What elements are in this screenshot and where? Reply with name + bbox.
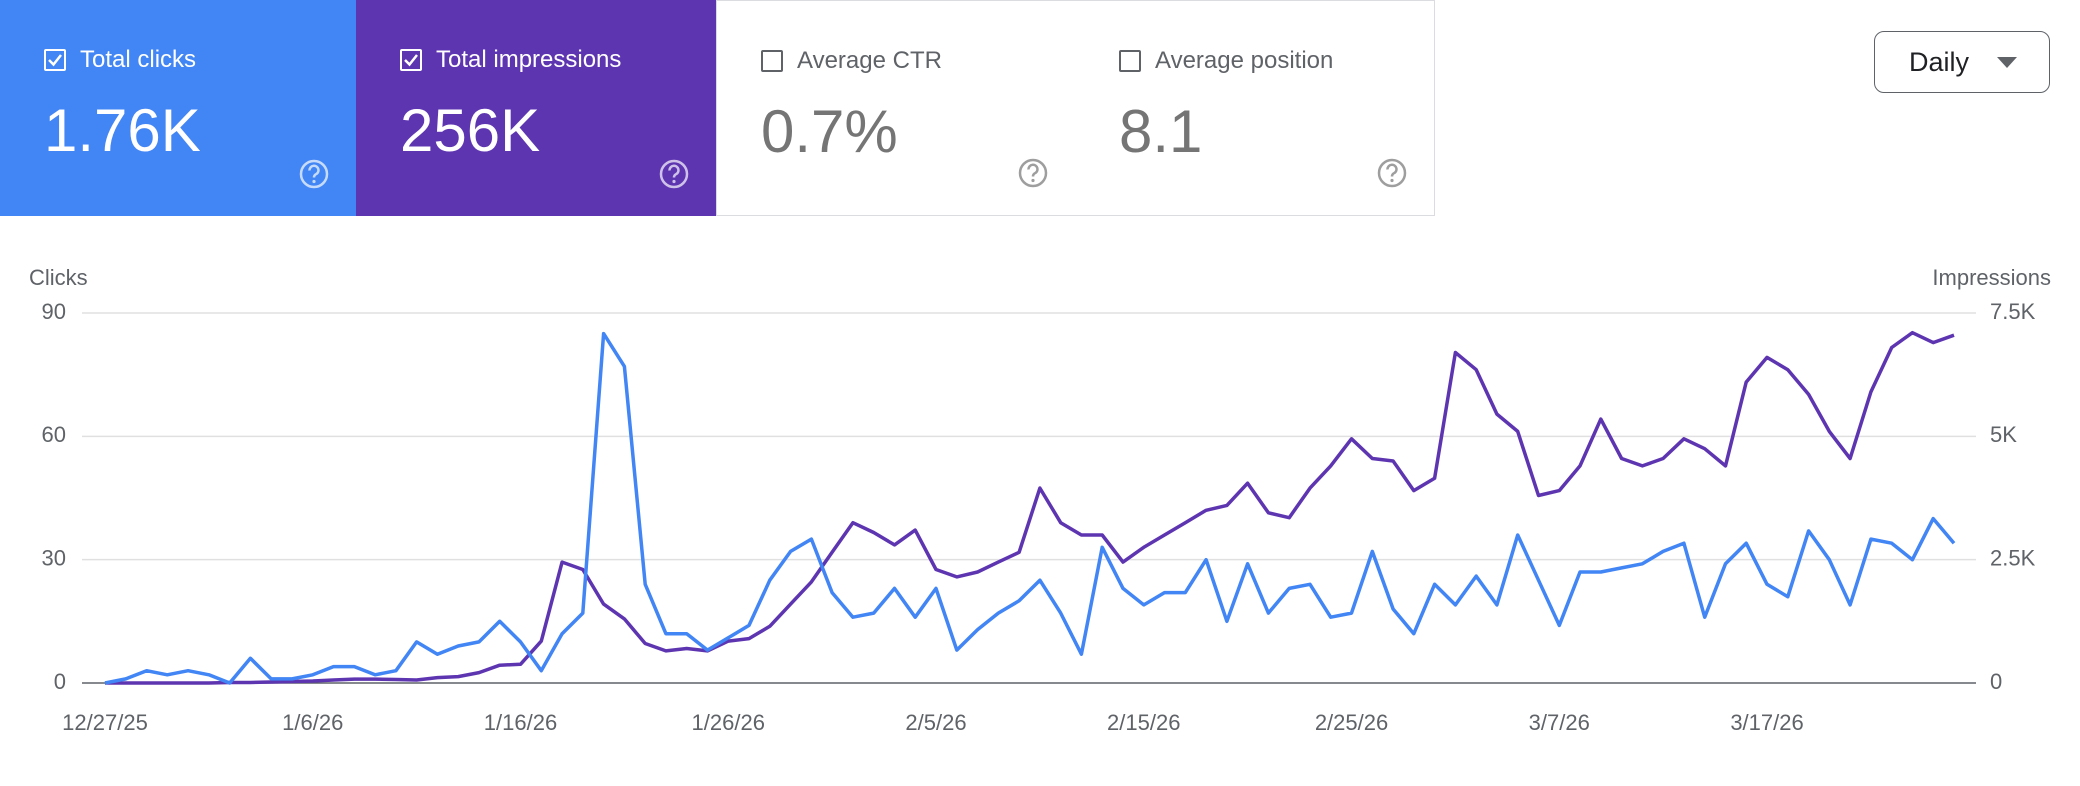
check-path: [48, 54, 62, 67]
metric-value: 1.76K: [44, 97, 201, 164]
y-tick-label: 60: [42, 422, 66, 447]
help-circle: [299, 159, 329, 189]
help-circle: [1377, 158, 1407, 188]
help-dot: [1390, 178, 1394, 183]
x-tick-label: 3/7/26: [1529, 710, 1590, 735]
y2-tick-label: 5K: [1990, 422, 2017, 447]
y2-tick-label: 0: [1990, 669, 2002, 694]
dropdown-arrow: [1997, 57, 2017, 68]
metric-label-row: Total clicks: [44, 46, 196, 74]
x-tick-label: 12/27/25: [62, 710, 148, 735]
metric-value: 0.7%: [761, 98, 898, 165]
y-tick-label: 30: [42, 545, 66, 570]
help-dot: [672, 179, 676, 184]
y2-tick-label: 2.5K: [1990, 545, 2036, 570]
granularity-dropdown[interactable]: Daily: [1874, 31, 2050, 93]
metric-card[interactable]: Total impressions 256K: [356, 0, 716, 216]
series-line: [104, 331, 1956, 685]
help-glyph: [668, 164, 680, 178]
help-icon[interactable]: [298, 158, 330, 190]
metric-label: Total impressions: [436, 46, 622, 73]
metric-card[interactable]: Total clicks 1.76K: [0, 0, 356, 216]
checkbox[interactable]: [1119, 50, 1141, 72]
help-circle: [659, 159, 689, 189]
y-tick-label: 0: [54, 669, 66, 694]
help-icon[interactable]: [1017, 157, 1049, 189]
y-axis-label: Clicks: [29, 265, 88, 290]
x-tick-label: 1/16/26: [484, 710, 557, 735]
help-dot: [312, 179, 316, 184]
check-path: [404, 54, 418, 67]
help-icon[interactable]: [658, 158, 690, 190]
checkbox[interactable]: [761, 50, 783, 72]
x-tick-label: 2/15/26: [1107, 710, 1180, 735]
help-circle: [1018, 158, 1048, 188]
metric-value: 256K: [400, 97, 541, 164]
x-tick-label: 1/26/26: [692, 710, 765, 735]
help-glyph: [308, 164, 320, 178]
checkbox[interactable]: [400, 49, 422, 71]
x-tick-label: 2/5/26: [905, 710, 966, 735]
y2-tick-label: 7.5K: [1990, 299, 2036, 324]
metric-label-row: Average position: [1119, 47, 1333, 75]
metric-label: Total clicks: [80, 46, 197, 73]
help-glyph: [1386, 163, 1398, 177]
metric-label-row: Total impressions: [400, 46, 621, 74]
x-tick-label: 1/6/26: [282, 710, 343, 735]
check-mark: [404, 54, 418, 67]
series-line: [105, 330, 1955, 685]
metric-card[interactable]: Average CTR 0.7%: [716, 0, 1076, 216]
x-tick-label: 3/17/26: [1730, 710, 1803, 735]
help-glyph: [1027, 163, 1039, 177]
y-tick-label: 90: [42, 299, 66, 324]
checkbox[interactable]: [44, 49, 66, 71]
help-dot: [1031, 178, 1035, 183]
x-tick-label: 2/25/26: [1315, 710, 1388, 735]
metric-value: 8.1: [1119, 98, 1203, 165]
metric-label: Average CTR: [797, 47, 942, 74]
metric-card[interactable]: Average position 8.1: [1075, 0, 1435, 216]
dropdown-text: Daily: [1909, 46, 1970, 77]
help-icon[interactable]: [1376, 157, 1408, 189]
y2-axis-label: Impressions: [1932, 265, 2051, 290]
metric-label-row: Average CTR: [761, 47, 942, 75]
check-mark: [48, 54, 62, 67]
metric-label: Average position: [1155, 47, 1334, 74]
